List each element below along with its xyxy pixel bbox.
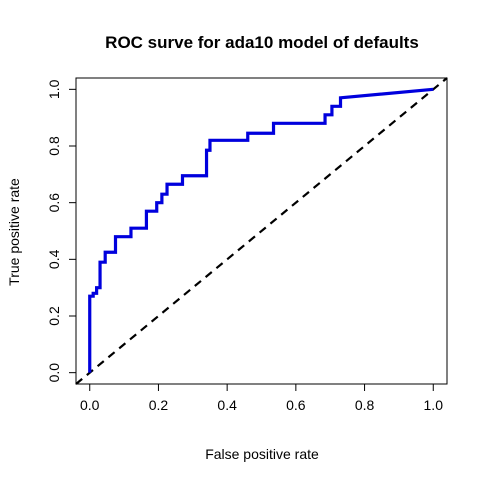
diagonal-reference-line — [75, 77, 448, 385]
x-axis: 0.0 0.2 0.4 0.6 0.8 1.0 — [80, 383, 444, 413]
x-tick-label: 0.0 — [80, 397, 100, 413]
x-tick-label: 0.2 — [149, 397, 169, 413]
y-tick-label: 0.6 — [46, 193, 62, 213]
y-tick-label: 0.0 — [46, 363, 62, 383]
y-tick-label: 1.0 — [46, 79, 62, 99]
x-tick-label: 1.0 — [424, 397, 444, 413]
chart-title: ROC surve for ada10 model of defaults — [105, 33, 419, 52]
y-tick-label: 0.4 — [46, 249, 62, 269]
roc-curve-line — [88, 87, 434, 373]
x-axis-label: False positive rate — [205, 446, 319, 462]
y-axis: 0.0 0.2 0.4 0.6 0.8 1.0 — [46, 79, 77, 383]
plot-area — [75, 77, 448, 385]
y-tick-label: 0.8 — [46, 136, 62, 156]
x-tick-label: 0.4 — [217, 397, 237, 413]
x-tick-label: 0.6 — [286, 397, 306, 413]
y-axis-label: True positive rate — [6, 178, 22, 286]
y-tick-label: 0.2 — [46, 306, 62, 326]
x-tick-label: 0.8 — [355, 397, 375, 413]
